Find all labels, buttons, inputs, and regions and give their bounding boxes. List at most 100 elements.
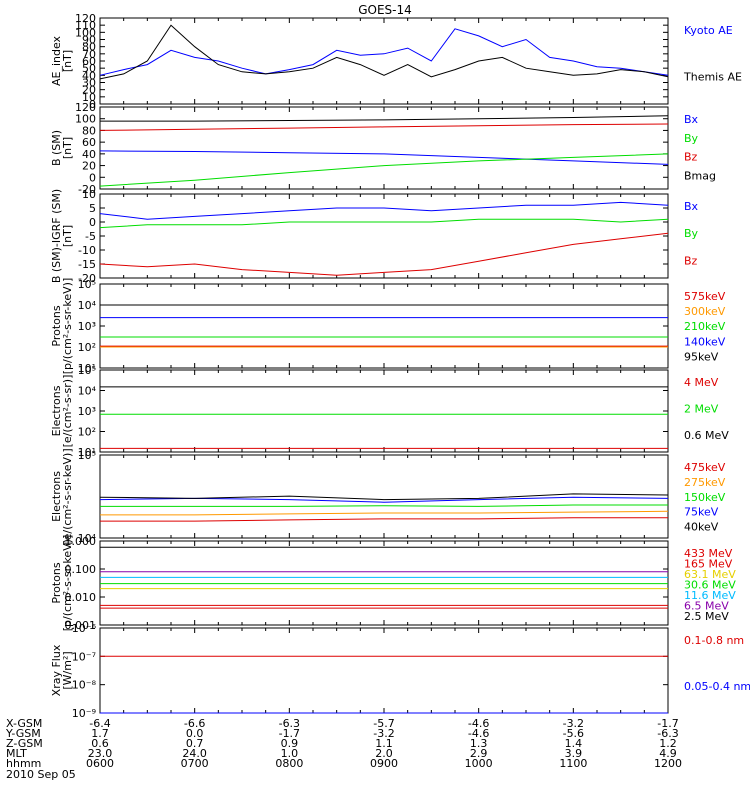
ephemeris-value: 1.3 — [470, 737, 488, 750]
panel-7: 0.0010.0100.1001.000Protons[p/(cm²-s-sr-… — [50, 535, 736, 632]
y-tick-label: 50 — [82, 62, 96, 75]
series-line-150kev — [100, 504, 668, 507]
date-label: 2010 Sep 05 — [6, 768, 76, 781]
series-line-275kev — [100, 510, 669, 516]
y-axis-label-line: AE_index — [50, 35, 63, 86]
ephemeris-value: 1100 — [559, 757, 587, 770]
y-tick-label: 10⁵ — [78, 449, 96, 462]
ephemeris-value: 23.0 — [88, 747, 113, 760]
series-line-bmag — [100, 115, 669, 122]
ephemeris-value: 0700 — [181, 757, 209, 770]
legend-entry: 433 MeV — [684, 547, 733, 560]
series-line-475kev — [100, 517, 668, 522]
legend-entry: 0.1-0.8 nm — [684, 634, 744, 647]
ephemeris-row-label: Y-GSM — [5, 727, 41, 740]
y-tick-label: 10¹ — [78, 362, 96, 375]
y-tick-label: 10 — [82, 188, 96, 201]
y-axis-label: B (SM)-IGRF (SM)[nT] — [50, 189, 74, 283]
panel-frame — [99, 454, 669, 539]
legend-entry: By — [684, 132, 699, 145]
y-tick-label: 0.010 — [65, 591, 97, 604]
legend-entry: 165 MeV — [684, 557, 733, 570]
ephemeris-value: 1.0 — [281, 747, 299, 760]
ephemeris-value: 2.9 — [470, 747, 488, 760]
legend-entry: Themis AE — [683, 71, 742, 84]
y-axis-label: Electrons[e/(cm²-s-sr-keV)] — [50, 448, 74, 544]
panel-1: 0102030405060708090100110120AE_index[nT]… — [50, 12, 742, 111]
legend-entry: Bx — [684, 200, 699, 213]
y-tick-label: 10⁻⁶ — [72, 622, 97, 635]
figure-title: GOES-14 — [358, 3, 412, 17]
y-axis-label-line: [W/m²] — [61, 651, 74, 689]
legend-entry: 40keV — [684, 521, 719, 534]
legend-entry: 4 MeV — [684, 376, 719, 389]
y-tick-label: 10⁴ — [78, 532, 97, 545]
legend-entry: 575keV — [684, 290, 726, 303]
y-axis-label-line: [nT] — [61, 50, 74, 72]
ephemeris-value: 2.0 — [375, 747, 393, 760]
legend-entry: By — [684, 227, 699, 240]
legend-entry: Kyoto AE — [684, 24, 733, 37]
ephemeris-row-label: X-GSM — [6, 717, 42, 730]
y-axis-label-line: Xray Flux — [50, 644, 63, 696]
y-tick-label: 100 — [75, 26, 96, 39]
legend-entry: 75keV — [684, 506, 719, 519]
panel-5: 10¹ 10² 10³ 10⁴ 10⁵ Electrons[e/(cm²-s-sr)] 4 … — [50, 364, 729, 459]
y-tick-label: -5 — [85, 230, 96, 243]
y-tick-label: 110 — [75, 19, 96, 32]
legend-entry: 11.6 MeV — [684, 589, 736, 602]
panel-frame — [99, 193, 669, 279]
ephemeris-value: 3.9 — [565, 747, 583, 760]
series-line-themis-ae — [99, 24, 669, 80]
ephemeris-value: 1.1 — [375, 737, 393, 750]
ephemeris-value: -1.7 — [279, 727, 300, 740]
legend-entry: 0.6 MeV — [684, 429, 729, 442]
legend-entry: Bmag — [684, 170, 716, 183]
y-tick-label: 40 — [82, 148, 96, 161]
y-tick-label: 10³ — [78, 405, 96, 418]
y-tick-label: -10 — [78, 244, 96, 257]
ephemeris-value: 0.0 — [186, 727, 204, 740]
y-tick-label: 0 — [89, 171, 96, 184]
y-axis-label: B (SM)[nT] — [50, 130, 74, 166]
legend-entry: 150keV — [684, 491, 726, 504]
ephemeris-value: -3.2 — [373, 727, 394, 740]
legend-entry: 30.6 MeV — [684, 578, 736, 591]
y-tick-label: 20 — [82, 160, 96, 173]
y-tick-label: 70 — [82, 48, 96, 61]
y-axis-label: Electrons[e/(cm²-s-sr)] — [50, 375, 74, 448]
ephemeris-value: 1.2 — [659, 737, 677, 750]
y-tick-label: -20 — [78, 183, 96, 196]
y-axis-label: Protons[p/(cm²-s-sr-keV)] — [50, 535, 74, 632]
y-axis-label: Xray Flux[W/m²] — [50, 644, 74, 696]
legend-entry: 2 MeV — [684, 402, 719, 415]
y-tick-label: 10² — [78, 341, 96, 354]
series-line-40kev — [99, 493, 669, 501]
y-axis-label-line: B (SM) — [50, 130, 63, 166]
y-axis-label: AE_index[nT] — [50, 35, 74, 86]
ephemeris-value: 4.9 — [659, 747, 677, 760]
legend-entry: 210keV — [684, 320, 726, 333]
legend-entry: 6.5 MeV — [684, 599, 729, 612]
panel-frame — [99, 283, 669, 369]
y-tick-label: 10² — [78, 426, 96, 439]
y-tick-label: 120 — [75, 12, 96, 25]
ephemeris-value: -4.6 — [468, 727, 489, 740]
y-tick-label: 1.000 — [65, 535, 97, 548]
y-tick-label: 30 — [82, 77, 96, 90]
ephemeris-value: 0600 — [86, 757, 114, 770]
y-tick-label: 10⁻⁸ — [72, 679, 97, 692]
y-tick-label: 80 — [82, 124, 96, 137]
ephemeris-value: 0.9 — [281, 737, 299, 750]
y-tick-label: -15 — [78, 258, 96, 271]
y-tick-label: 10⁵ — [78, 278, 96, 291]
y-axis-label-line: B (SM)-IGRF (SM) — [50, 189, 63, 283]
ephemeris-value: -4.6 — [468, 717, 489, 730]
legend-entry: 95keV — [684, 350, 719, 363]
ephemeris-value: 0.6 — [91, 737, 109, 750]
legend-entry: 300keV — [684, 305, 726, 318]
y-axis-label-line: [nT] — [61, 225, 74, 247]
